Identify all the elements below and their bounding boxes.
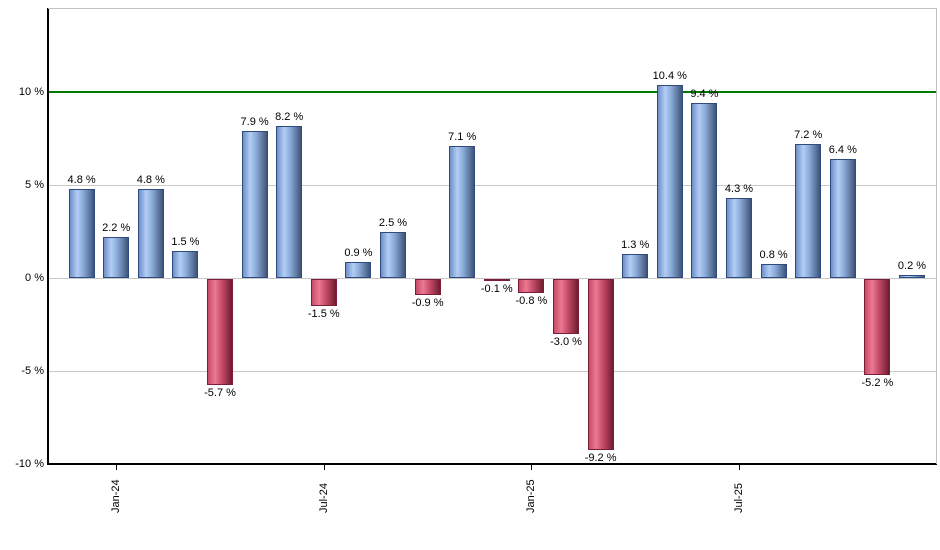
x-tick-label: Jan-24 [110,479,123,513]
bar-value-label: 4.8 % [136,174,165,187]
bar-value-label: 7.9 % [240,116,269,129]
bar [345,261,372,279]
bar [483,278,510,281]
bar-value-label: -0.9 % [411,297,444,310]
bar-value-label: 2.2 % [102,222,131,235]
plot-border-right [936,8,937,464]
bar [656,84,683,279]
bar [795,144,822,279]
x-tick [323,465,325,470]
bar [587,278,614,450]
gridline [48,184,937,186]
bar [726,198,752,279]
x-axis [47,463,937,465]
bar [172,250,199,279]
bar [414,278,441,296]
bar-value-label: -5.7 % [204,386,236,399]
bar-value-label: 1.3 % [621,239,650,252]
bar-value-label: 4.8 % [67,174,96,187]
bar [103,237,130,279]
bar [553,278,579,335]
bar-value-label: 0.8 % [759,248,788,261]
bar-value-label: 6.4 % [828,144,857,157]
bar [207,278,233,385]
bar-value-label: 2.5 % [378,216,408,229]
bar-value-label: 0.9 % [344,246,373,259]
y-tick-label: 0 % [25,272,44,284]
gridline [48,371,937,373]
bar [276,125,303,279]
bar [518,278,545,294]
bar-value-label: -0.1 % [480,282,513,295]
bar [449,146,476,279]
bar-value-label: 7.2 % [794,129,823,142]
bar [899,274,925,279]
threshold-line [49,91,937,94]
bar [310,278,337,307]
bar [691,103,718,279]
y-axis [47,8,49,465]
bar [760,263,787,279]
y-tick-label: -10 % [15,458,44,471]
bar-value-label: 10.4 % [652,69,687,82]
bar-value-label: 4.3 % [724,183,754,196]
x-tick [116,465,118,470]
bar-value-label: 1.5 % [171,235,200,248]
bar-value-label: -9.2 % [584,451,617,464]
bar [380,231,406,279]
plot-border-top [48,8,937,9]
bar [137,189,164,279]
x-tick [531,465,533,470]
bar-value-label: 9.4 % [690,88,719,101]
bar-value-label: -0.8 % [515,295,548,308]
bar [829,159,856,279]
y-tick-label: 5 % [25,178,44,191]
bar [241,131,268,279]
x-tick-label: Jan-25 [525,479,538,513]
bar [68,189,95,279]
x-tick-label: Jul-25 [733,483,745,513]
y-tick-label: 10 % [18,85,44,98]
y-tick-label: -5 % [21,365,44,378]
bar-value-label: -5.2 % [861,377,894,390]
bar-value-label: -3.0 % [550,336,582,349]
bar [864,278,891,376]
bar-value-label: 0.2 % [897,259,927,272]
bar-value-label: -1.5 % [307,308,340,321]
bar-value-label: 7.1 % [448,131,477,144]
bar [622,254,649,279]
bar-value-label: 8.2 % [275,110,304,123]
x-tick [739,465,740,470]
x-tick-label: Jul-24 [317,483,330,513]
